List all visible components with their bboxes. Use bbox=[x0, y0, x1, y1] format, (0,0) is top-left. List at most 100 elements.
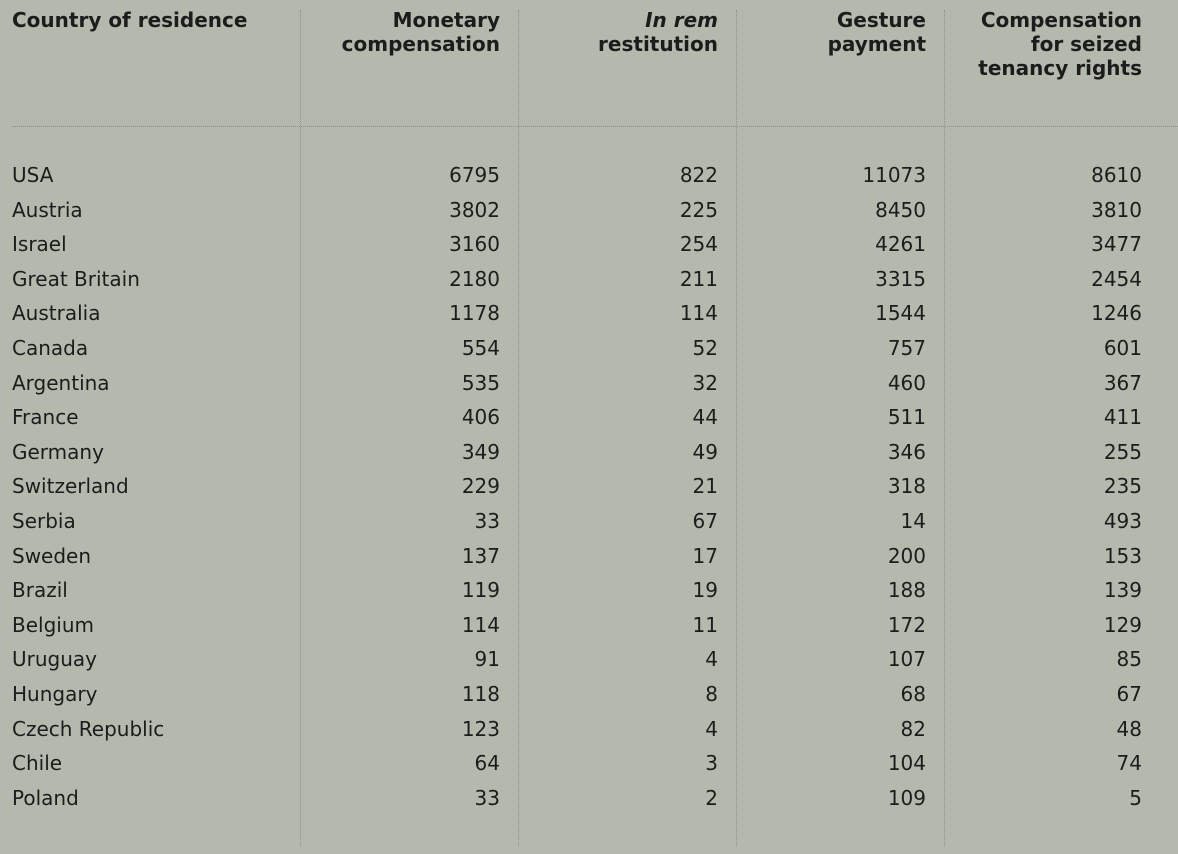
column-header: Country of residence bbox=[12, 8, 300, 158]
header-text: Country of residence bbox=[12, 8, 248, 32]
number-cell: 114 bbox=[461, 612, 500, 637]
table-row: Belgium 114 11 172 129 bbox=[12, 608, 1160, 643]
number-cell: 2180 bbox=[449, 266, 500, 291]
number-cell: 33 bbox=[474, 785, 500, 810]
number-cell: 107 bbox=[887, 647, 926, 672]
number-cell: 200 bbox=[887, 543, 926, 568]
column-header: Gesture payment bbox=[736, 8, 944, 158]
number-cell: 52 bbox=[692, 335, 718, 360]
number-cell: 255 bbox=[1103, 439, 1142, 464]
number-cell: 74 bbox=[1116, 751, 1142, 776]
header-text: Compensation for seized tenancy rights bbox=[978, 8, 1142, 80]
number-cell: 64 bbox=[474, 751, 500, 776]
number-cell: 2454 bbox=[1091, 266, 1142, 291]
number-cell: 4 bbox=[705, 647, 718, 672]
table-row: Germany 349 49 346 255 bbox=[12, 435, 1160, 470]
table-row: USA 6795 822 11073 8610 bbox=[12, 158, 1160, 193]
number-cell: 85 bbox=[1116, 647, 1142, 672]
number-cell: 67 bbox=[1116, 681, 1142, 706]
number-cell: 109 bbox=[887, 785, 926, 810]
number-cell: 82 bbox=[900, 716, 926, 741]
number-cell: 411 bbox=[1103, 405, 1142, 430]
column-divider bbox=[736, 10, 737, 846]
country-cell: Israel bbox=[12, 232, 67, 257]
table-row: France 406 44 511 411 bbox=[12, 400, 1160, 435]
table-row: Serbia 33 67 14 493 bbox=[12, 504, 1160, 539]
table-row: Australia 1178 114 1544 1246 bbox=[12, 296, 1160, 331]
number-cell: 318 bbox=[887, 474, 926, 499]
number-cell: 3160 bbox=[449, 232, 500, 257]
number-cell: 11 bbox=[692, 612, 718, 637]
number-cell: 188 bbox=[887, 578, 926, 603]
number-cell: 3477 bbox=[1091, 232, 1142, 257]
country-cell: USA bbox=[12, 163, 54, 187]
header-text: In rem restitution bbox=[558, 8, 718, 56]
number-cell: 211 bbox=[679, 266, 718, 291]
number-cell: 511 bbox=[887, 405, 926, 430]
number-cell: 1544 bbox=[875, 301, 926, 326]
table-row: Canada 554 52 757 601 bbox=[12, 331, 1160, 366]
number-cell: 3802 bbox=[449, 197, 500, 222]
table-row: Israel 3160 254 4261 3477 bbox=[12, 227, 1160, 262]
number-cell: 14 bbox=[900, 508, 926, 533]
header-divider bbox=[12, 126, 1178, 127]
number-cell: 118 bbox=[461, 681, 500, 706]
column-divider bbox=[944, 10, 945, 846]
number-cell: 104 bbox=[887, 751, 926, 776]
number-cell: 4261 bbox=[875, 232, 926, 257]
column-header: Compensation for seized tenancy rights bbox=[944, 8, 1160, 158]
number-cell: 822 bbox=[679, 163, 718, 187]
table-row: Argentina 535 32 460 367 bbox=[12, 366, 1160, 401]
table-row: Poland 33 2 109 5 bbox=[12, 781, 1160, 816]
number-cell: 601 bbox=[1103, 335, 1142, 360]
table-row: Czech Republic 123 4 82 48 bbox=[12, 712, 1160, 747]
column-header: Monetary compensation bbox=[300, 8, 518, 158]
number-cell: 229 bbox=[461, 474, 500, 499]
country-cell: Hungary bbox=[12, 681, 98, 706]
table-row: Brazil 119 19 188 139 bbox=[12, 573, 1160, 608]
country-cell: Sweden bbox=[12, 543, 92, 568]
number-cell: 1246 bbox=[1091, 301, 1142, 326]
number-cell: 139 bbox=[1103, 578, 1142, 603]
number-cell: 235 bbox=[1103, 474, 1142, 499]
number-cell: 19 bbox=[692, 578, 718, 603]
number-cell: 137 bbox=[461, 543, 500, 568]
country-cell: Canada bbox=[12, 335, 89, 360]
number-cell: 114 bbox=[679, 301, 718, 326]
country-cell: Uruguay bbox=[12, 647, 97, 672]
number-cell: 367 bbox=[1103, 370, 1142, 395]
country-cell: Poland bbox=[12, 785, 79, 810]
table-row: Chile 64 3 104 74 bbox=[12, 746, 1160, 781]
number-cell: 5 bbox=[1129, 785, 1142, 810]
number-cell: 225 bbox=[679, 197, 718, 222]
country-cell: Argentina bbox=[12, 370, 110, 395]
table-row: Sweden 137 17 200 153 bbox=[12, 539, 1160, 574]
number-cell: 21 bbox=[692, 474, 718, 499]
column-divider bbox=[518, 10, 519, 846]
header-text: Gesture payment bbox=[827, 8, 926, 56]
country-cell: Belgium bbox=[12, 612, 94, 637]
country-cell: Switzerland bbox=[12, 474, 129, 499]
table-row: Hungary 118 8 68 67 bbox=[12, 677, 1160, 712]
number-cell: 254 bbox=[679, 232, 718, 257]
number-cell: 460 bbox=[887, 370, 926, 395]
country-cell: Australia bbox=[12, 301, 101, 326]
number-cell: 349 bbox=[461, 439, 500, 464]
header-text: Monetary compensation bbox=[341, 8, 500, 56]
number-cell: 33 bbox=[474, 508, 500, 533]
number-cell: 8 bbox=[705, 681, 718, 706]
number-cell: 123 bbox=[461, 716, 500, 741]
country-cell: Great Britain bbox=[12, 266, 140, 291]
number-cell: 4 bbox=[705, 716, 718, 741]
number-cell: 8450 bbox=[875, 197, 926, 222]
number-cell: 554 bbox=[461, 335, 500, 360]
number-cell: 119 bbox=[461, 578, 500, 603]
number-cell: 3 bbox=[705, 751, 718, 776]
table-row: Great Britain 2180 211 3315 2454 bbox=[12, 262, 1160, 297]
column-header: In rem restitution bbox=[518, 8, 736, 158]
number-cell: 172 bbox=[887, 612, 926, 637]
number-cell: 11073 bbox=[862, 163, 926, 187]
number-cell: 6795 bbox=[449, 163, 500, 187]
number-cell: 493 bbox=[1103, 508, 1142, 533]
number-cell: 1178 bbox=[449, 301, 500, 326]
